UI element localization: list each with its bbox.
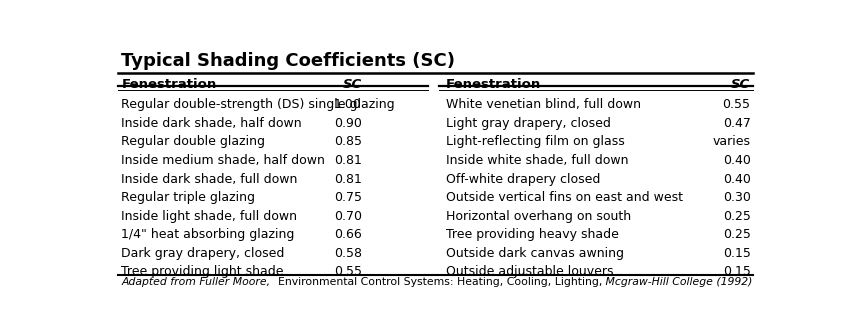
Text: 0.85: 0.85 [334, 135, 362, 148]
Text: Horizontal overhang on south: Horizontal overhang on south [445, 210, 631, 223]
Text: Light-reflecting film on glass: Light-reflecting film on glass [445, 135, 624, 148]
Text: Fenestration: Fenestration [122, 78, 217, 90]
Text: Typical Shading Coefficients (SC): Typical Shading Coefficients (SC) [122, 52, 456, 70]
Text: 0.47: 0.47 [722, 117, 751, 130]
Text: 0.55: 0.55 [334, 265, 362, 278]
Text: Inside light shade, full down: Inside light shade, full down [122, 210, 298, 223]
Text: Tree providing light shade: Tree providing light shade [122, 265, 284, 278]
Text: Dark gray drapery, closed: Dark gray drapery, closed [122, 247, 285, 260]
Text: Environmental Control Systems: Heating, Cooling, Lighting,: Environmental Control Systems: Heating, … [270, 276, 602, 286]
Text: Fenestration: Fenestration [445, 78, 541, 90]
Text: 0.70: 0.70 [334, 210, 362, 223]
Text: 0.25: 0.25 [722, 210, 751, 223]
Text: 0.75: 0.75 [334, 191, 362, 204]
Text: Adapted from Fuller Moore,: Adapted from Fuller Moore, [122, 276, 270, 286]
Text: Inside white shade, full down: Inside white shade, full down [445, 154, 628, 167]
Text: 0.66: 0.66 [334, 228, 362, 241]
Text: Regular double-strength (DS) single glazing: Regular double-strength (DS) single glaz… [122, 98, 395, 111]
Text: Regular triple glazing: Regular triple glazing [122, 191, 255, 204]
Text: SC: SC [731, 78, 751, 90]
Text: 0.81: 0.81 [334, 154, 362, 167]
Text: 0.30: 0.30 [722, 191, 751, 204]
Text: 1/4" heat absorbing glazing: 1/4" heat absorbing glazing [122, 228, 295, 241]
Text: Outside dark canvas awning: Outside dark canvas awning [445, 247, 624, 260]
Text: Inside dark shade, full down: Inside dark shade, full down [122, 173, 298, 186]
Text: 0.55: 0.55 [722, 98, 751, 111]
Text: varies: varies [712, 135, 751, 148]
Text: Regular double glazing: Regular double glazing [122, 135, 265, 148]
Text: 1.00: 1.00 [334, 98, 362, 111]
Text: 0.25: 0.25 [722, 228, 751, 241]
Text: Inside medium shade, half down: Inside medium shade, half down [122, 154, 326, 167]
Text: Mcgraw-Hill College (1992): Mcgraw-Hill College (1992) [602, 276, 752, 286]
Text: 0.90: 0.90 [334, 117, 362, 130]
Text: 0.15: 0.15 [722, 265, 751, 278]
Text: Light gray drapery, closed: Light gray drapery, closed [445, 117, 610, 130]
Text: SC: SC [343, 78, 362, 90]
Text: Inside dark shade, half down: Inside dark shade, half down [122, 117, 302, 130]
Text: 0.15: 0.15 [722, 247, 751, 260]
Text: Outside adjustable louvers: Outside adjustable louvers [445, 265, 613, 278]
Text: 0.81: 0.81 [334, 173, 362, 186]
Text: 0.58: 0.58 [334, 247, 362, 260]
Text: Off-white drapery closed: Off-white drapery closed [445, 173, 600, 186]
Text: White venetian blind, full down: White venetian blind, full down [445, 98, 641, 111]
Text: Tree providing heavy shade: Tree providing heavy shade [445, 228, 619, 241]
Text: 0.40: 0.40 [722, 154, 751, 167]
Text: Outside vertical fins on east and west: Outside vertical fins on east and west [445, 191, 683, 204]
Text: 0.40: 0.40 [722, 173, 751, 186]
